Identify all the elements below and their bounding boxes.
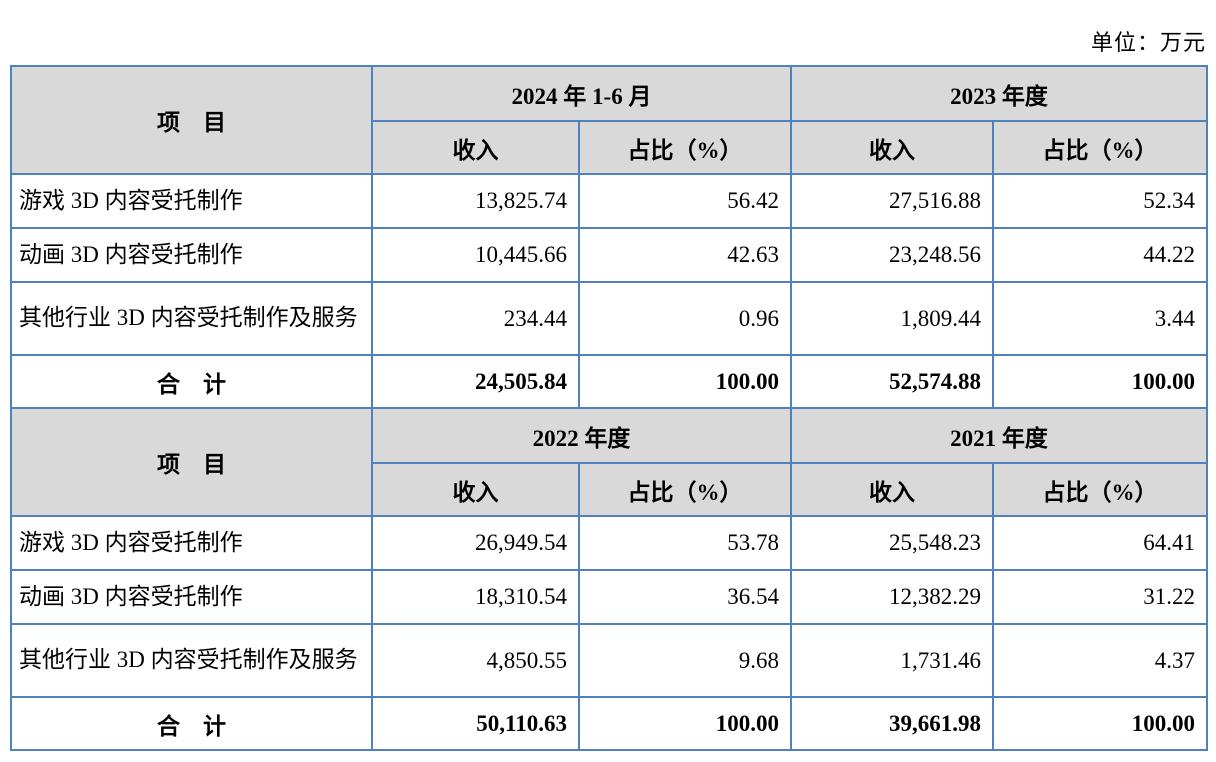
ratio-cell: 53.78 (577, 515, 793, 571)
total-income-cell: 52,574.88 (790, 354, 995, 409)
income-cell: 234.44 (371, 281, 580, 356)
income-cell: 25,548.23 (790, 515, 995, 571)
unit-label: 单位：万元 (1090, 30, 1206, 55)
item-label-cell: 游戏 3D 内容受托制作 (10, 515, 373, 571)
total-income-cell: 50,110.63 (371, 696, 580, 751)
section2-period1-header: 2022 年度 (370, 407, 793, 464)
income-column-header: 收入 (371, 120, 580, 175)
section1-period1-header: 2024 年 1-6 月 (370, 65, 793, 122)
total-ratio-cell: 100.00 (577, 354, 793, 409)
income-cell: 12,382.29 (790, 569, 995, 625)
total-income-cell: 39,661.98 (790, 696, 995, 751)
table-row-animation: 动画 3D 内容受托制作 18,310.54 36.54 12,382.29 3… (10, 569, 1209, 625)
ratio-column-header: 占比（%） (992, 120, 1209, 175)
section1-total-row: 合 计 24,505.84 100.00 52,574.88 100.00 (10, 354, 1209, 409)
income-cell: 26,949.54 (371, 515, 580, 571)
item-label-cell: 其他行业 3D 内容受托制作及服务 (10, 281, 373, 356)
section2-total-row: 合 计 50,110.63 100.00 39,661.98 100.00 (10, 696, 1209, 751)
item-label-cell: 其他行业 3D 内容受托制作及服务 (10, 623, 373, 698)
section2-subheader-row: 收入 占比（%） 收入 占比（%） (11, 462, 1209, 517)
ratio-cell: 3.44 (992, 281, 1209, 356)
ratio-cell: 31.22 (992, 569, 1209, 625)
income-column-header: 收入 (790, 120, 995, 175)
item-column-header: 项 目 (10, 65, 373, 175)
table-row-animation: 动画 3D 内容受托制作 10,445.66 42.63 23,248.56 4… (10, 227, 1209, 283)
section2-period2-header: 2021 年度 (790, 407, 1209, 464)
table-row-other: 其他行业 3D 内容受托制作及服务 234.44 0.96 1,809.44 3… (10, 281, 1209, 356)
item-label-cell: 动画 3D 内容受托制作 (10, 569, 373, 625)
table-row-game: 游戏 3D 内容受托制作 26,949.54 53.78 25,548.23 6… (10, 515, 1209, 571)
section2-period-header-row: 项 目 2022 年度 2021 年度 (10, 407, 1209, 517)
total-ratio-cell: 100.00 (577, 696, 793, 751)
item-column-header: 项 目 (10, 407, 373, 517)
income-cell: 18,310.54 (371, 569, 580, 625)
income-cell: 27,516.88 (790, 173, 995, 229)
ratio-cell: 56.42 (577, 173, 793, 229)
ratio-cell: 64.41 (992, 515, 1209, 571)
ratio-cell: 0.96 (577, 281, 793, 356)
total-ratio-cell: 100.00 (992, 696, 1209, 751)
item-label-cell: 动画 3D 内容受托制作 (10, 227, 373, 283)
ratio-cell: 4.37 (992, 623, 1209, 698)
total-label-cell: 合 计 (10, 696, 373, 751)
income-column-header: 收入 (790, 462, 995, 517)
total-income-cell: 24,505.84 (371, 354, 580, 409)
total-ratio-cell: 100.00 (992, 354, 1209, 409)
ratio-cell: 52.34 (992, 173, 1209, 229)
section1-subheader-row: 收入 占比（%） 收入 占比（%） (11, 120, 1209, 175)
ratio-column-header: 占比（%） (577, 462, 793, 517)
item-label-cell: 游戏 3D 内容受托制作 (10, 173, 373, 229)
section1-period2-header: 2023 年度 (790, 65, 1209, 122)
section1-period-header-row: 项 目 2024 年 1-6 月 2023 年度 (10, 65, 1209, 175)
ratio-column-header: 占比（%） (992, 462, 1209, 517)
table-row-game: 游戏 3D 内容受托制作 13,825.74 56.42 27,516.88 5… (10, 173, 1209, 229)
ratio-cell: 42.63 (577, 227, 793, 283)
income-cell: 1,809.44 (790, 281, 995, 356)
income-cell: 23,248.56 (790, 227, 995, 283)
total-label-cell: 合 计 (10, 354, 373, 409)
income-cell: 4,850.55 (371, 623, 580, 698)
ratio-cell: 9.68 (577, 623, 793, 698)
income-cell: 10,445.66 (371, 227, 580, 283)
ratio-cell: 36.54 (577, 569, 793, 625)
income-column-header: 收入 (371, 462, 580, 517)
ratio-cell: 44.22 (992, 227, 1209, 283)
revenue-breakdown-table: 项 目 2024 年 1-6 月 2023 年度 收入 占比（%） 收入 占比（… (10, 65, 1209, 751)
ratio-column-header: 占比（%） (577, 120, 793, 175)
table-row-other: 其他行业 3D 内容受托制作及服务 4,850.55 9.68 1,731.46… (10, 623, 1209, 698)
income-cell: 1,731.46 (790, 623, 995, 698)
income-cell: 13,825.74 (371, 173, 580, 229)
